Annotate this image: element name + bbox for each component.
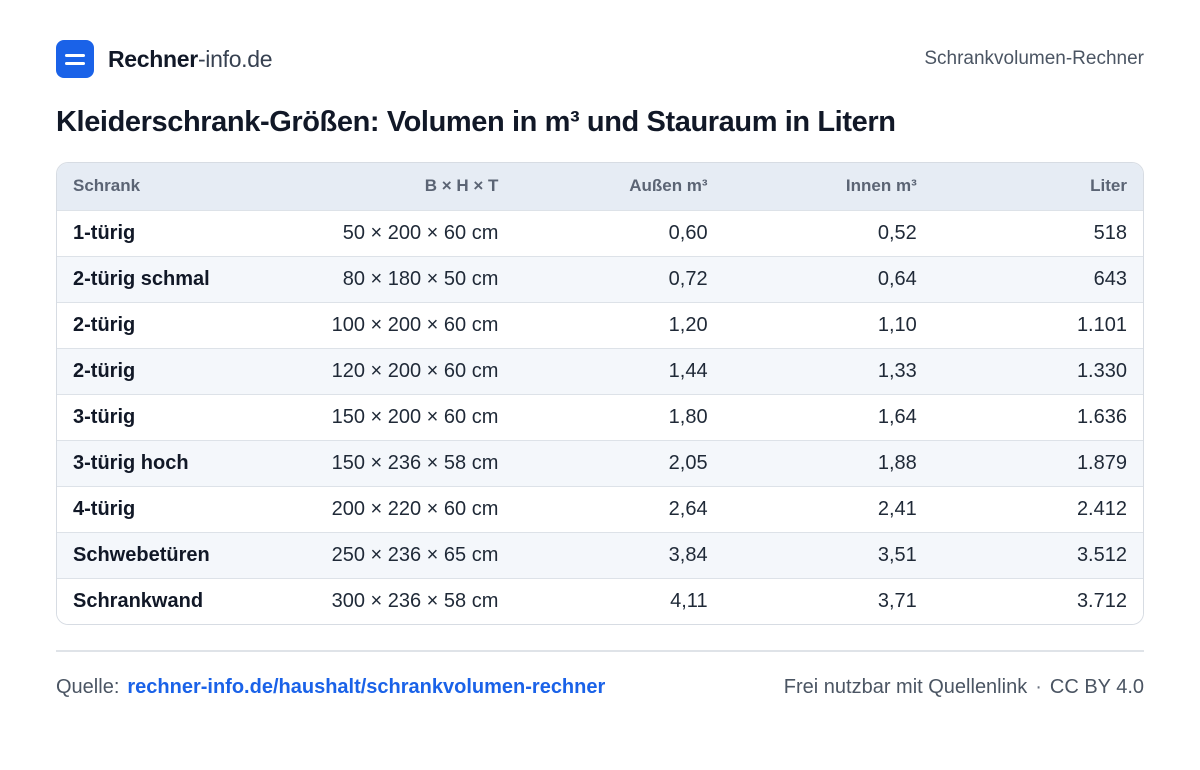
cell-schrank: 3-türig <box>73 405 136 428</box>
cell-schrank: Schrankwand <box>73 589 204 612</box>
footer-divider <box>56 650 1144 652</box>
brand-logo-link[interactable]: Rechner-info.de <box>56 40 273 78</box>
cell-liters: 2.412 <box>1076 497 1127 520</box>
cell-inner-volume: 0,64 <box>877 267 917 290</box>
cell-liters: 1.101 <box>1076 313 1127 336</box>
column-header-outer-volume: Außen m³ <box>629 176 708 196</box>
separator: · <box>1035 676 1042 698</box>
cell-schrank: 2-türig schmal <box>73 267 210 290</box>
cell-liters: 3.512 <box>1076 543 1127 566</box>
table-row: 3-türig 150 × 200 × 60 cm 1,80 1,64 1.63… <box>57 394 1143 440</box>
source-label: Quelle: <box>56 676 120 698</box>
cell-inner-volume: 1,88 <box>877 451 917 474</box>
cell-inner-volume: 1,33 <box>877 359 917 382</box>
cell-schrank: Schwebetüren <box>73 543 210 566</box>
column-header-dimensions: B × H × T <box>424 176 499 196</box>
cell-outer-volume: 2,64 <box>668 497 708 520</box>
cell-schrank: 2-türig <box>73 359 136 382</box>
cell-dimensions: 80 × 180 × 50 cm <box>342 267 499 290</box>
source-link[interactable]: rechner-info.de/haushalt/schrankvolumen-… <box>127 676 606 698</box>
page-title: Kleiderschrank-Größen: Volumen in m³ und… <box>56 106 896 138</box>
cell-inner-volume: 1,10 <box>877 313 917 336</box>
table-header-row: Schrank B × H × T Außen m³ Innen m³ Lite… <box>57 163 1143 210</box>
table-row: 1-türig 50 × 200 × 60 cm 0,60 0,52 518 <box>57 210 1143 256</box>
cell-dimensions: 200 × 220 × 60 cm <box>331 497 499 520</box>
license-info: Frei nutzbar mit Quellenlink · CC BY 4.0 <box>784 676 1144 699</box>
page-header: Rechner-info.de Schrankvolumen-Rechner <box>56 40 1144 78</box>
table-row: 2-türig schmal 80 × 180 × 50 cm 0,72 0,6… <box>57 256 1143 302</box>
cell-dimensions: 50 × 200 × 60 cm <box>342 221 499 244</box>
table-row: Schwebetüren 250 × 236 × 65 cm 3,84 3,51… <box>57 532 1143 578</box>
cell-liters: 643 <box>1093 267 1127 290</box>
license-label: CC BY 4.0 <box>1049 676 1144 698</box>
table-row: 2-türig 120 × 200 × 60 cm 1,44 1,33 1.33… <box>57 348 1143 394</box>
cell-liters: 518 <box>1093 221 1127 244</box>
cell-inner-volume: 3,51 <box>877 543 917 566</box>
page-label: Schrankvolumen-Rechner <box>924 48 1144 69</box>
table-row: 4-türig 200 × 220 × 60 cm 2,64 2,41 2.41… <box>57 486 1143 532</box>
cell-outer-volume: 1,44 <box>668 359 708 382</box>
equals-icon <box>56 40 94 78</box>
column-header-liters: Liter <box>1090 176 1127 196</box>
column-header-inner-volume: Innen m³ <box>845 176 917 196</box>
brand-name-bold: Rechner <box>108 45 198 72</box>
cell-dimensions: 150 × 200 × 60 cm <box>331 405 499 428</box>
wardrobe-table: Schrank B × H × T Außen m³ Innen m³ Lite… <box>56 162 1144 625</box>
cell-inner-volume: 1,64 <box>877 405 917 428</box>
usage-note: Frei nutzbar mit Quellenlink <box>783 676 1028 698</box>
cell-schrank: 2-türig <box>73 313 136 336</box>
cell-inner-volume: 3,71 <box>877 589 917 612</box>
cell-inner-volume: 2,41 <box>877 497 917 520</box>
cell-outer-volume: 2,05 <box>668 451 708 474</box>
brand-name: Rechner-info.de <box>108 45 273 73</box>
cell-outer-volume: 1,80 <box>668 405 708 428</box>
cell-liters: 1.330 <box>1076 359 1127 382</box>
cell-outer-volume: 3,84 <box>668 543 708 566</box>
brand-name-light: -info.de <box>197 45 273 72</box>
cell-dimensions: 100 × 200 × 60 cm <box>331 313 499 336</box>
page-footer: Quelle: rechner-info.de/haushalt/schrankv… <box>56 676 1144 699</box>
cell-liters: 1.636 <box>1076 405 1127 428</box>
cell-outer-volume: 0,60 <box>668 221 708 244</box>
cell-dimensions: 250 × 236 × 65 cm <box>331 543 499 566</box>
cell-schrank: 1-türig <box>73 221 136 244</box>
cell-liters: 1.879 <box>1076 451 1127 474</box>
table-row: 3-türig hoch 150 × 236 × 58 cm 2,05 1,88… <box>57 440 1143 486</box>
source: Quelle: rechner-info.de/haushalt/schrankv… <box>56 676 605 699</box>
cell-dimensions: 150 × 236 × 58 cm <box>331 451 499 474</box>
cell-outer-volume: 0,72 <box>668 267 708 290</box>
column-header-schrank: Schrank <box>73 176 141 196</box>
cell-schrank: 3-türig hoch <box>73 451 189 474</box>
cell-dimensions: 120 × 200 × 60 cm <box>331 359 499 382</box>
table-row: 2-türig 100 × 200 × 60 cm 1,20 1,10 1.10… <box>57 302 1143 348</box>
cell-outer-volume: 4,11 <box>670 589 708 612</box>
cell-liters: 3.712 <box>1076 589 1127 612</box>
table-row: Schrankwand 300 × 236 × 58 cm 4,11 3,71 … <box>57 578 1143 624</box>
cell-schrank: 4-türig <box>73 497 136 520</box>
cell-outer-volume: 1,20 <box>668 313 708 336</box>
cell-dimensions: 300 × 236 × 58 cm <box>331 589 499 612</box>
cell-inner-volume: 0,52 <box>877 221 917 244</box>
